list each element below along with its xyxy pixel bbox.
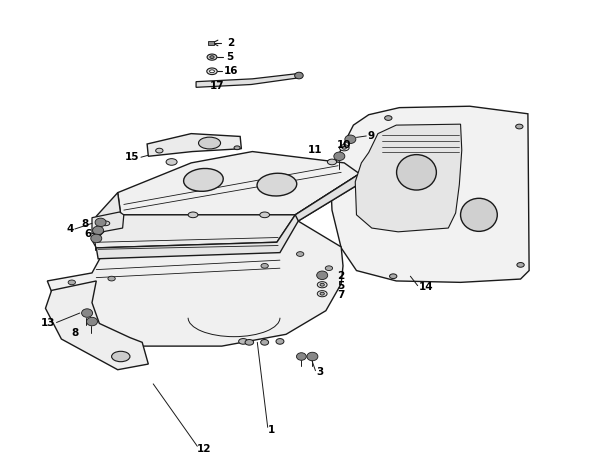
Ellipse shape — [320, 292, 324, 295]
Ellipse shape — [199, 137, 221, 149]
Circle shape — [334, 152, 345, 161]
Ellipse shape — [239, 339, 248, 344]
Ellipse shape — [108, 276, 115, 281]
Ellipse shape — [389, 274, 397, 278]
Polygon shape — [196, 73, 301, 87]
Polygon shape — [295, 174, 360, 221]
Text: 5: 5 — [337, 281, 344, 291]
Ellipse shape — [184, 169, 223, 191]
Ellipse shape — [397, 155, 437, 190]
Circle shape — [317, 271, 328, 279]
Ellipse shape — [257, 173, 297, 196]
Ellipse shape — [342, 146, 346, 149]
Text: 11: 11 — [308, 145, 323, 155]
Ellipse shape — [320, 283, 324, 286]
Text: 10: 10 — [337, 141, 351, 151]
Polygon shape — [355, 124, 462, 232]
Text: 14: 14 — [419, 282, 434, 292]
Text: 8: 8 — [72, 328, 79, 338]
Text: 6: 6 — [85, 229, 92, 239]
Polygon shape — [97, 174, 360, 259]
Ellipse shape — [276, 339, 284, 344]
Ellipse shape — [245, 340, 253, 345]
Circle shape — [95, 218, 106, 227]
Text: 15: 15 — [125, 152, 139, 162]
Ellipse shape — [111, 352, 130, 361]
Text: 12: 12 — [197, 444, 212, 454]
Circle shape — [295, 72, 303, 79]
Polygon shape — [46, 281, 148, 370]
Ellipse shape — [234, 146, 240, 150]
Ellipse shape — [384, 116, 392, 120]
Circle shape — [82, 309, 93, 317]
Ellipse shape — [515, 124, 523, 129]
Ellipse shape — [210, 56, 214, 58]
Text: 4: 4 — [66, 224, 74, 234]
Ellipse shape — [327, 159, 336, 165]
Ellipse shape — [461, 198, 498, 231]
Ellipse shape — [156, 148, 163, 153]
Circle shape — [296, 353, 306, 360]
Text: 7: 7 — [337, 290, 344, 300]
Ellipse shape — [317, 282, 327, 288]
Polygon shape — [47, 210, 343, 346]
Ellipse shape — [339, 145, 349, 151]
Ellipse shape — [296, 252, 304, 256]
Circle shape — [345, 135, 356, 143]
Text: 2: 2 — [337, 271, 344, 281]
Polygon shape — [331, 106, 529, 282]
Text: 8: 8 — [81, 219, 89, 229]
Polygon shape — [208, 41, 215, 45]
Text: 9: 9 — [368, 131, 375, 141]
Circle shape — [307, 352, 318, 361]
Text: 17: 17 — [210, 81, 224, 91]
Text: 1: 1 — [268, 425, 275, 435]
Ellipse shape — [517, 263, 524, 267]
Ellipse shape — [101, 221, 109, 226]
Text: 2: 2 — [227, 38, 234, 48]
Ellipse shape — [210, 70, 215, 73]
Ellipse shape — [166, 159, 177, 165]
Polygon shape — [93, 193, 121, 242]
Text: 16: 16 — [224, 66, 238, 76]
Ellipse shape — [68, 280, 76, 285]
Ellipse shape — [317, 291, 327, 297]
Ellipse shape — [260, 212, 269, 218]
Circle shape — [91, 234, 102, 243]
Polygon shape — [117, 152, 360, 215]
Ellipse shape — [261, 340, 269, 345]
Circle shape — [87, 317, 98, 326]
Text: 3: 3 — [317, 367, 324, 377]
Polygon shape — [93, 215, 295, 248]
Polygon shape — [147, 133, 241, 156]
Ellipse shape — [207, 54, 217, 60]
Polygon shape — [92, 212, 124, 234]
Circle shape — [93, 226, 104, 235]
Ellipse shape — [207, 68, 217, 75]
Ellipse shape — [188, 212, 198, 218]
Ellipse shape — [261, 264, 268, 268]
Text: 5: 5 — [227, 52, 234, 62]
Ellipse shape — [325, 266, 333, 271]
Text: 13: 13 — [41, 318, 55, 328]
